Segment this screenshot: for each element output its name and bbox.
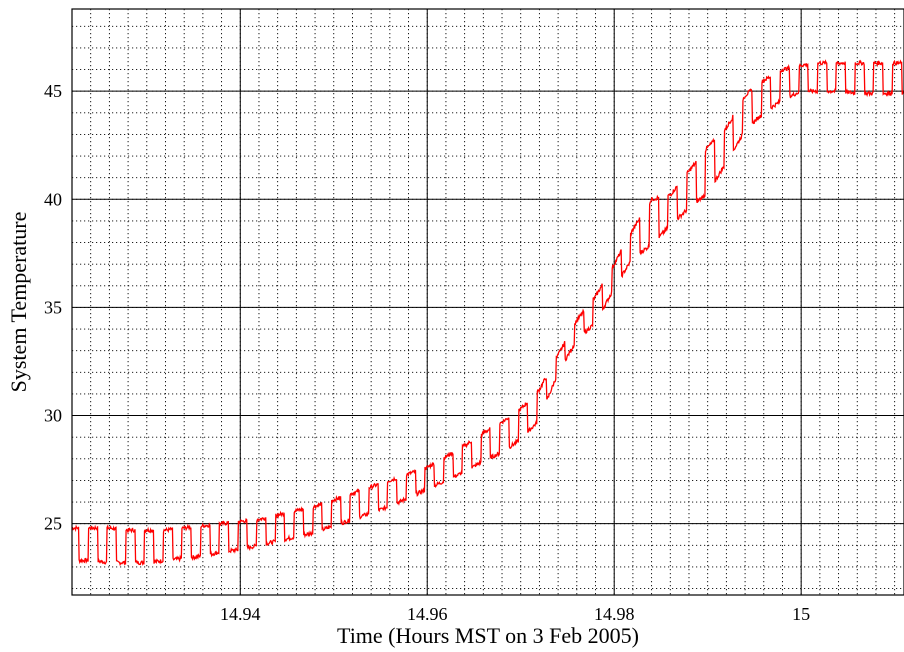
x-tick-labels: 14.94 14.96 14.98 15 [220,604,810,624]
major-grid [72,9,904,595]
y-tick-labels: 25 30 35 40 45 [44,81,62,533]
plot-frame [71,8,904,596]
y-tick-label: 25 [44,514,62,534]
series-layer [72,59,904,567]
temperature-series-line [72,59,904,567]
y-tick-label: 45 [44,81,62,101]
x-tick-label: 15 [792,604,810,624]
y-tick-label: 35 [44,297,62,317]
x-tick-label: 14.96 [407,604,448,624]
x-axis-label: Time (Hours MST on 3 Feb 2005) [337,623,639,648]
x-tick-label: 14.94 [220,604,261,624]
y-axis-label: System Temperature [6,212,31,393]
y-tick-label: 30 [44,406,62,426]
minor-grid [71,9,904,595]
y-tick-label: 40 [44,189,62,209]
x-tick-label: 14.98 [594,604,635,624]
